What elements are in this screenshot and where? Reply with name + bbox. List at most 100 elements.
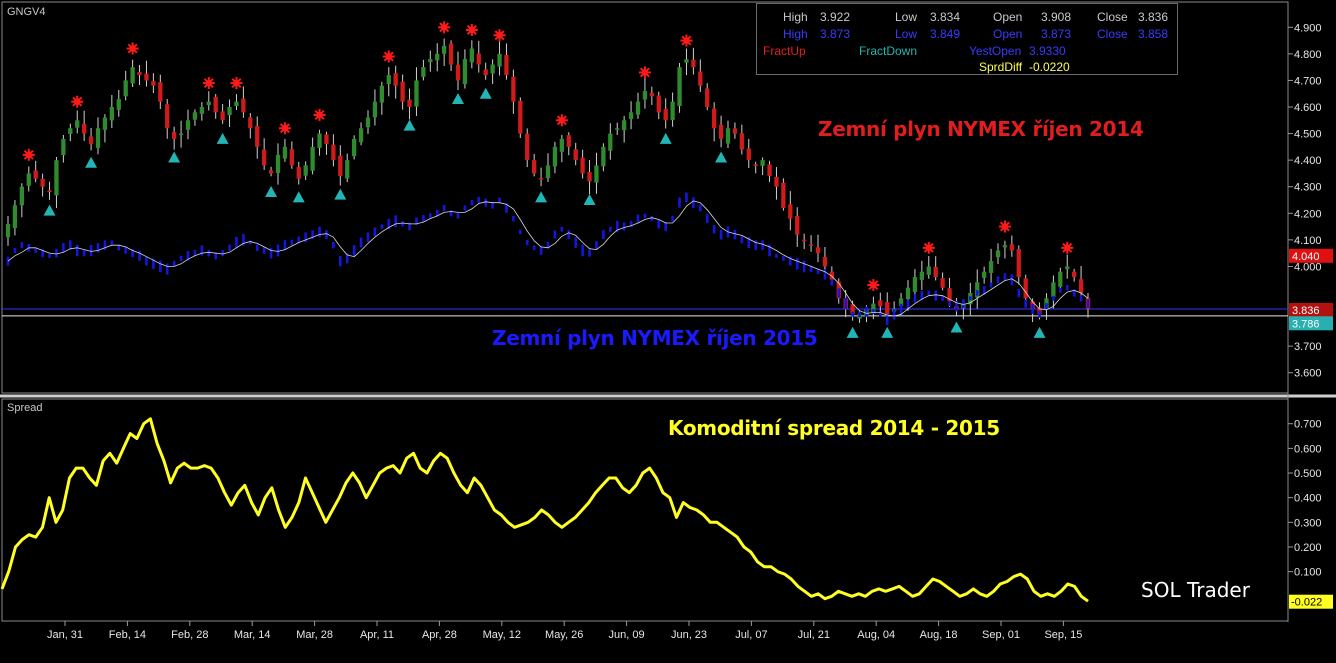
candle-body [774, 176, 779, 187]
y-tick-label: 4.100 [1294, 235, 1322, 247]
series-2015-bar [442, 204, 446, 211]
candle-body [615, 128, 620, 130]
candle-body [47, 190, 52, 193]
fractal-up-dot [385, 53, 392, 60]
spread-y-tick-label: 0.600 [1294, 443, 1322, 455]
candle-body [684, 59, 689, 63]
series-2015-bar [124, 247, 127, 254]
candle-body [137, 71, 142, 76]
series-2015-bar [228, 244, 231, 252]
candle-body [192, 112, 198, 120]
x-tick-label: Apr, 11 [360, 629, 394, 641]
series-2015-bar [622, 222, 626, 231]
series-2015-bar [671, 215, 674, 222]
series-2015-bar [615, 220, 619, 233]
series-2015-bar [165, 263, 169, 275]
candle-body [282, 146, 288, 159]
fractal-down-marker [216, 132, 229, 144]
series-2015-bar [498, 197, 501, 203]
x-axis-ticks: Jan, 31 Feb, 14 Feb, 28 Mar, 14 Mar, 28 Apr, … [47, 621, 1082, 641]
series-2015-bar [643, 213, 647, 219]
series-2015-bar [1038, 310, 1041, 318]
candle-body [206, 101, 211, 106]
series-2015-bar [505, 203, 508, 213]
series-2015-bar [408, 222, 411, 231]
series-2015-bar [851, 311, 854, 317]
candle-body [455, 64, 461, 81]
y-tick-label: 4.300 [1294, 182, 1322, 194]
fractal-up-dot [925, 244, 932, 252]
candle-body [33, 170, 38, 179]
series-2015-bar [422, 215, 425, 223]
candle-body [566, 135, 571, 147]
series-2015-bar [145, 256, 148, 266]
series-2015-bar [262, 247, 266, 254]
candle-body [760, 160, 765, 166]
series-2015-bar [733, 229, 737, 240]
series-2015-bar [525, 239, 529, 246]
series-2015-bar [775, 253, 778, 258]
series-2015-bar [823, 269, 827, 280]
candle-body [718, 124, 724, 139]
series-2015-bar [249, 240, 252, 245]
fractal-up-dot [316, 111, 323, 119]
fractal-down-marker [403, 119, 416, 131]
series-2015-bar [491, 201, 494, 209]
candle-body [1009, 244, 1014, 251]
series-2015-bar [283, 240, 287, 251]
fractal-down-marker [479, 87, 492, 99]
candle-body [912, 277, 918, 292]
candle-body [947, 288, 952, 301]
fractal-up-marker [382, 50, 395, 63]
candle-body [213, 96, 218, 113]
series-2015-bar [595, 241, 598, 250]
fractal-up-marker [230, 77, 243, 90]
series-2015-bar [712, 224, 716, 234]
series-2015-bar [1059, 287, 1062, 293]
fractal-up-dot [496, 32, 503, 39]
candle-body [462, 59, 468, 85]
candle-body [358, 128, 364, 143]
candle-body [878, 300, 883, 307]
candle-body [829, 271, 834, 280]
series-2015-bar [865, 306, 868, 317]
series-2015-bar [685, 192, 688, 203]
candle-body [525, 133, 530, 161]
candle-body [68, 128, 73, 135]
fractal-up-dot [440, 24, 448, 31]
candle-body [1072, 271, 1077, 278]
spread-last-label: -0.022 [1291, 597, 1322, 609]
series-2015-bar [470, 199, 474, 206]
series-2015-bar [339, 255, 342, 267]
label-spread: Komoditní spread 2014 - 2015 [668, 416, 1000, 440]
fractal-up-marker [1061, 241, 1074, 254]
series-2015-bar [131, 249, 134, 258]
candle-body [317, 133, 322, 148]
candle-body [379, 85, 384, 103]
series-2015-bar [359, 237, 363, 248]
series-2015-bar [456, 213, 460, 219]
x-tick-label: Jun, 23 [671, 629, 707, 641]
series-2015-bar [1072, 289, 1076, 297]
info2-low-value: 3.849 [930, 27, 961, 41]
candle-body [698, 71, 703, 86]
candle-body [40, 178, 45, 187]
fractal-up-dot [468, 26, 476, 34]
series-2015-bar [318, 226, 321, 238]
watermark: SOL Trader [1141, 578, 1250, 602]
candle-body [670, 101, 675, 120]
series-2015-bar [546, 241, 550, 249]
x-tick-label: Mar, 14 [234, 629, 271, 641]
x-tick-label: Apr, 28 [422, 629, 457, 641]
series-2015-bar [276, 244, 280, 257]
series-2015 [6, 192, 1090, 325]
series-2015-bar [380, 224, 384, 229]
series-2015-bar [401, 221, 404, 227]
fractal-down-marker [583, 194, 596, 205]
x-tick-label: Jul, 07 [735, 629, 767, 641]
candle-body [587, 172, 592, 182]
fractal-down-marker [85, 156, 98, 168]
series-2015-bar [574, 237, 577, 248]
series-2015-bar [740, 236, 744, 244]
